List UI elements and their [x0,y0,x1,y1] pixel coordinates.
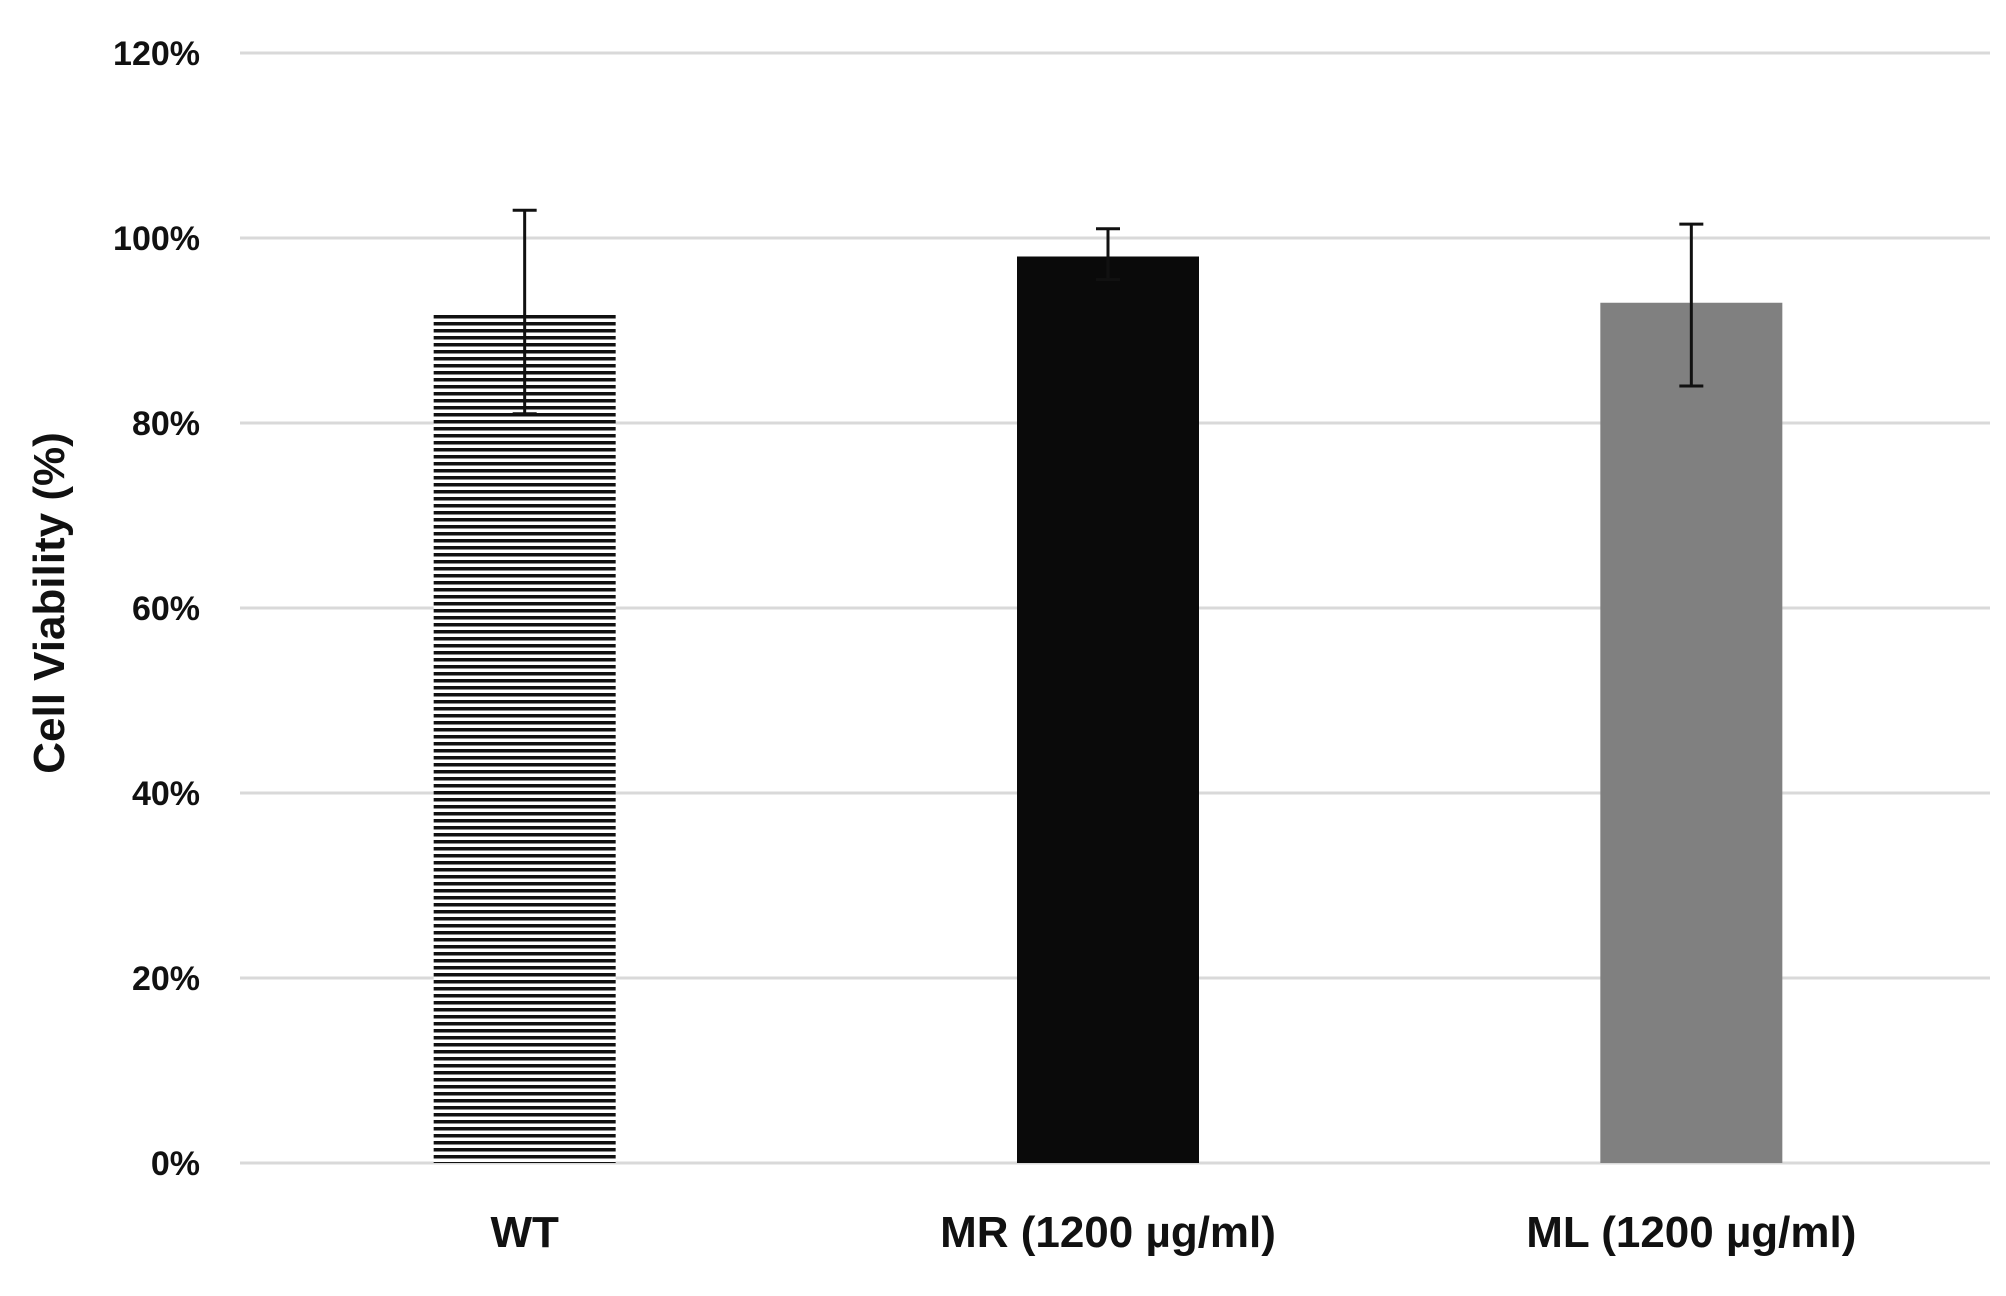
y-tick-label-60: 60% [132,590,200,628]
y-axis-title: Cell Viability (%) [25,432,74,774]
error-bar-1 [1096,227,1120,282]
x-tick-label-1: MR (1200 µg/ml) [940,1208,1276,1257]
error-bar-0 [512,208,537,416]
y-tick-label-100: 100% [113,220,200,258]
y-tick-label-120: 120% [113,35,200,73]
y-tick-label-80: 80% [132,405,200,443]
bar-1 [1017,256,1199,1163]
error-bars [512,208,1704,416]
y-tick-label-40: 40% [132,775,200,813]
x-axis-ticks: WT MR (1200 µg/ml) ML (1200 µg/ml) [490,1208,1856,1257]
x-tick-label-2: ML (1200 µg/ml) [1526,1208,1856,1257]
y-tick-label-0: 0% [151,1145,200,1183]
bars [433,256,1783,1163]
y-tick-label-20: 20% [132,960,200,998]
bar-2 [1600,302,1783,1163]
y-axis-ticks: 0% 20% 40% 60% 80% 100% 120% [113,35,200,1183]
bar-0 [433,312,616,1163]
x-tick-label-0: WT [490,1208,559,1257]
error-bar-2 [1679,222,1704,388]
